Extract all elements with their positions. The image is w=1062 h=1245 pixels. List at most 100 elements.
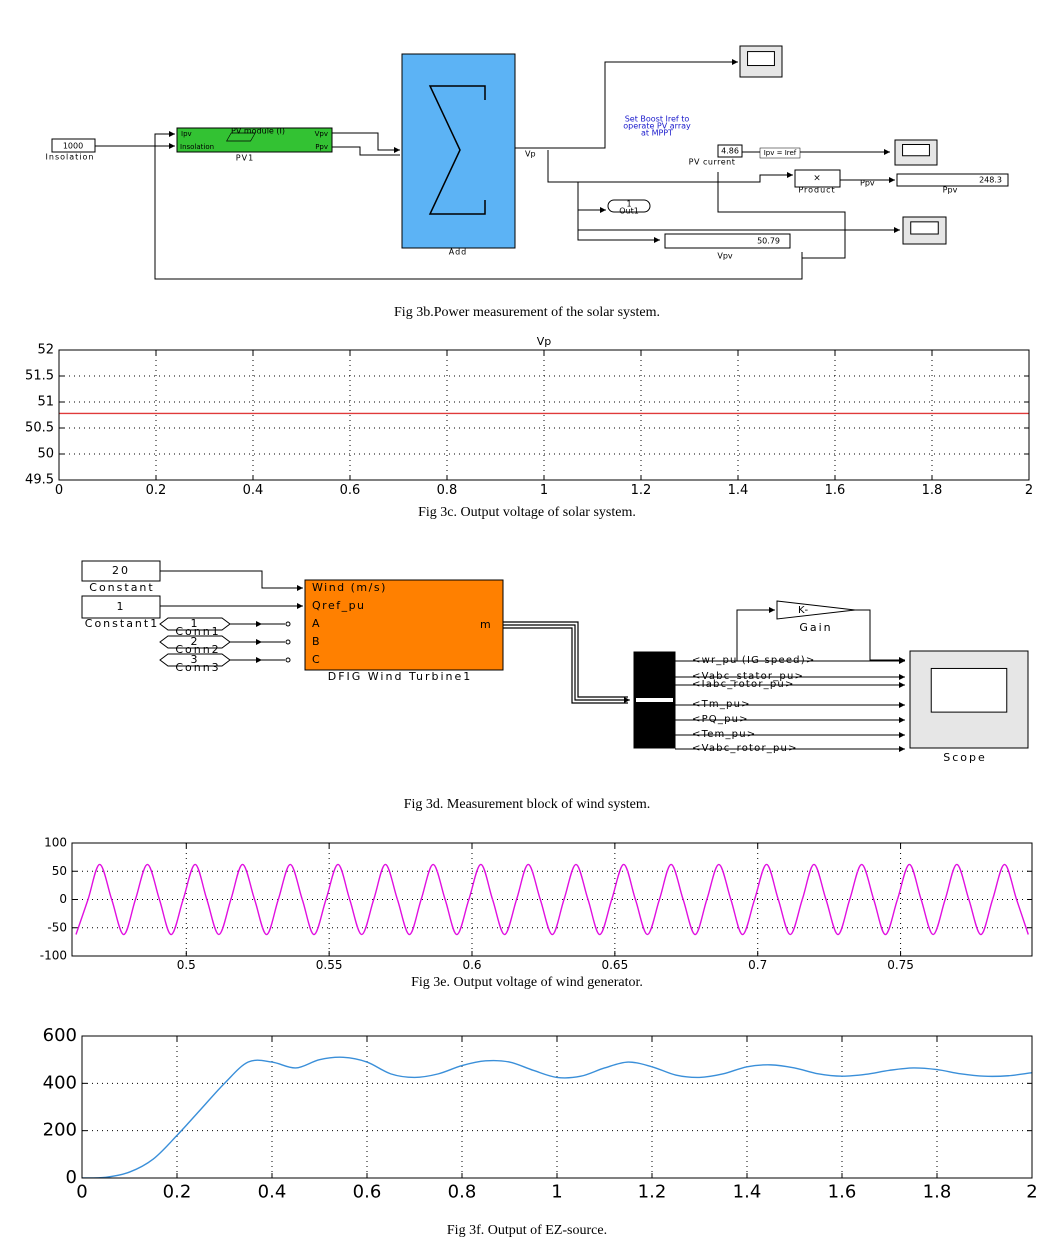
arrow-head	[256, 657, 262, 663]
x-tick-label: 0.8	[448, 1181, 477, 1202]
scope-screen	[902, 144, 930, 157]
port-dot	[285, 639, 291, 645]
scope-screen	[747, 51, 775, 67]
y-tick-label: 200	[43, 1120, 77, 1141]
label: PV current	[689, 158, 736, 167]
arrow-head	[769, 607, 775, 613]
x-tick-label: 0	[55, 483, 63, 498]
wire	[160, 570, 303, 589]
x-tick-label: 0.4	[258, 1181, 287, 1202]
arrow-head	[256, 621, 262, 627]
x-tick-label: 0.8	[437, 483, 458, 498]
wire	[503, 627, 628, 704]
y-tick-label: 0	[59, 892, 67, 906]
arrow-head	[297, 585, 303, 591]
y-tick-label: 51	[37, 395, 54, 410]
label: 2	[191, 635, 200, 648]
label: 1	[117, 600, 126, 613]
wire	[332, 132, 400, 151]
wire	[736, 609, 775, 661]
label: m	[480, 618, 491, 631]
annotation: at MPPT	[641, 129, 673, 138]
label: Add	[449, 248, 468, 257]
wire	[515, 61, 738, 149]
gain-block	[776, 600, 856, 620]
label: Gain	[799, 621, 832, 634]
wire	[855, 609, 905, 661]
y-tick-label: 0	[66, 1167, 77, 1188]
y-tick-label: 600	[43, 1025, 77, 1046]
x-tick-label: 2	[1025, 483, 1033, 498]
label: Ipv	[181, 130, 192, 138]
port-dot	[285, 621, 291, 627]
caption: Fig 3e. Output voltage of wind generator…	[411, 975, 643, 990]
x-tick-label: 1.2	[631, 483, 652, 498]
chart-title: Vp	[537, 335, 552, 348]
plot-frame	[71, 842, 1033, 957]
label: Ppv	[315, 143, 328, 151]
x-tick-label: 0.65	[601, 958, 628, 972]
label: Conn3	[175, 661, 220, 674]
wire	[503, 621, 628, 698]
plot-frame	[81, 1035, 1033, 1179]
x-tick-label: 1.8	[923, 1181, 952, 1202]
arrow-head	[297, 603, 303, 609]
arrow-head	[899, 658, 905, 664]
label: Out1	[619, 207, 639, 216]
x-tick-label: 2	[1026, 1181, 1037, 1202]
arrow-head	[732, 59, 738, 65]
display-block	[896, 173, 1009, 187]
label: A	[312, 617, 321, 630]
arrow-head	[899, 682, 905, 688]
arrow-head	[899, 732, 905, 738]
x-tick-label: 0.55	[316, 958, 343, 972]
x-tick-label: 0.6	[340, 483, 361, 498]
data-line	[82, 1056, 1032, 1178]
display-block	[664, 233, 791, 249]
wire	[717, 172, 846, 259]
x-tick-label: 0.2	[146, 483, 167, 498]
arrow-head	[394, 147, 400, 153]
sum-symbol	[428, 85, 486, 215]
x-tick-label: 0	[76, 1181, 87, 1202]
label: Scope	[943, 751, 987, 764]
x-tick-label: 1.2	[638, 1181, 667, 1202]
arrow-head	[899, 717, 905, 723]
label: Constant1	[85, 617, 159, 630]
arrow-head	[624, 697, 630, 703]
label: B	[312, 635, 321, 648]
x-tick-label: 0.4	[243, 483, 264, 498]
label: Constant	[89, 581, 154, 594]
label: Insolation	[46, 153, 95, 162]
product-block	[794, 169, 841, 188]
x-tick-label: 0.75	[887, 958, 914, 972]
pv-icon	[226, 132, 256, 142]
label: PV1	[236, 154, 254, 163]
label: 50.79	[757, 237, 780, 246]
wire	[154, 133, 803, 280]
pv-block	[176, 127, 333, 153]
add-block	[401, 53, 516, 249]
port-dot	[285, 657, 291, 663]
label: 1000	[63, 142, 83, 151]
y-tick-label: 50	[52, 864, 67, 878]
y-tick-label: 52	[37, 343, 54, 358]
label: Vpv	[717, 252, 733, 261]
caption: Fig 3c. Output voltage of solar system.	[418, 505, 636, 520]
y-tick-label: 51.5	[25, 369, 54, 384]
demux-bar	[636, 698, 673, 702]
scope-screen	[910, 221, 939, 235]
label: 1	[626, 200, 631, 209]
plot-frame	[58, 349, 1030, 481]
goto-block	[759, 147, 801, 159]
x-tick-label: 0.5	[177, 958, 196, 972]
label: 248.3	[979, 176, 1002, 185]
y-tick-label: 50	[37, 447, 54, 462]
label: Ppv	[943, 186, 958, 195]
label: Wind (m/s)	[312, 581, 387, 594]
arrow-head	[169, 131, 175, 137]
label: Ipv = Iref	[764, 149, 797, 157]
label: C	[312, 653, 321, 666]
label: Vpv	[315, 130, 328, 138]
